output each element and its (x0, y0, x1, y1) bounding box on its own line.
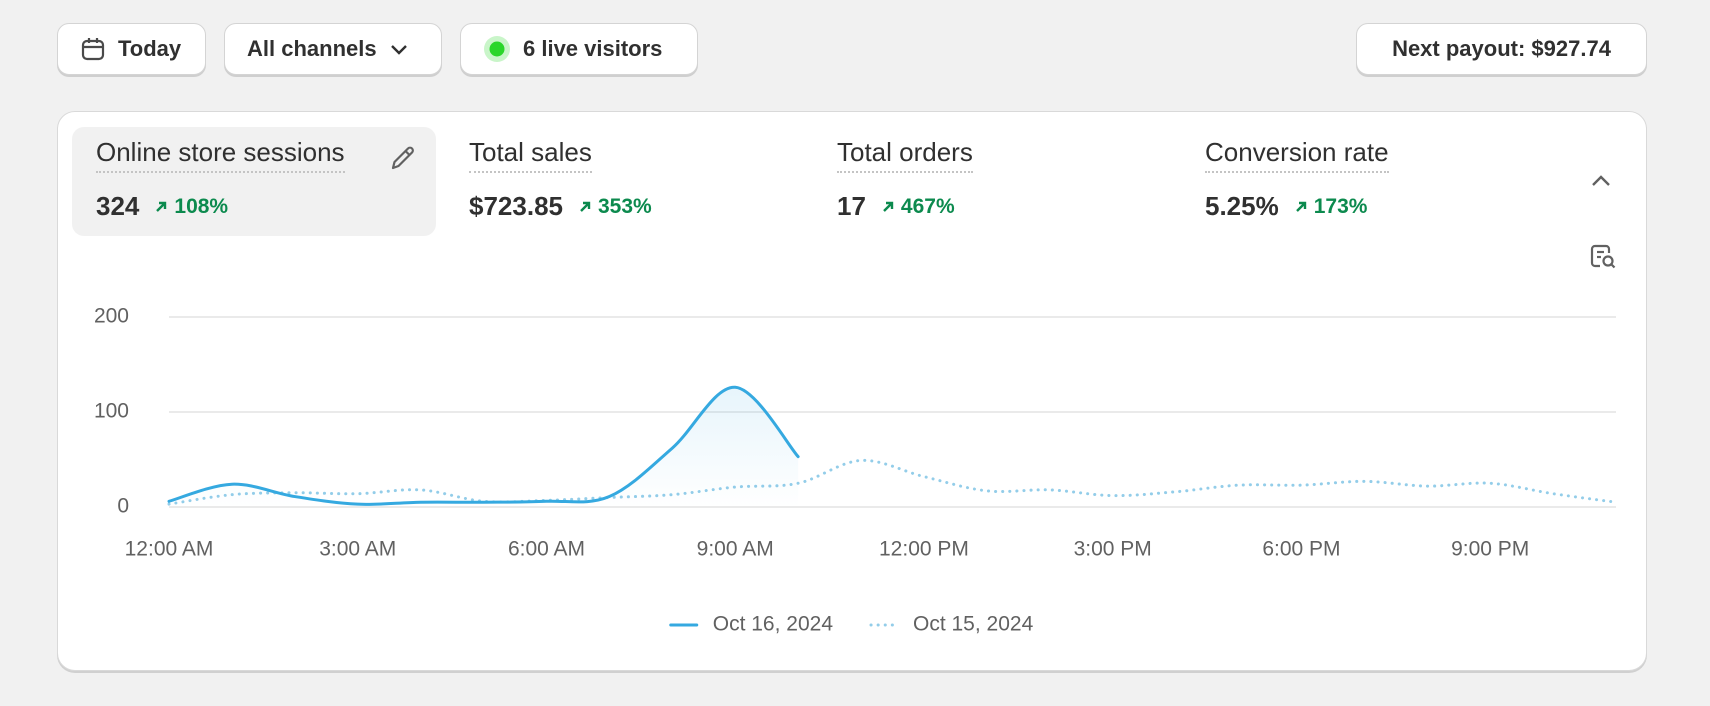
metric-tab[interactable] (72, 127, 436, 236)
metric-label: Online store sessions (96, 137, 345, 173)
metric-change-value: 353% (597, 194, 652, 218)
metric-change: 467% (880, 195, 955, 219)
up-arrow-icon (580, 201, 591, 212)
metric-value-row: 5.25% 173% (1205, 191, 1367, 222)
metric-label: Total sales (469, 137, 592, 173)
live-visitors-label: 6 live visitors (523, 36, 663, 61)
payout-label: Next payout: $927.74 (1392, 36, 1611, 61)
metric-label: Conversion rate (1205, 137, 1389, 173)
metric-value: 5.25% (1205, 191, 1279, 221)
live-visitors-button[interactable]: 6 live visitors (460, 23, 698, 75)
up-arrow-icon (883, 201, 894, 212)
series-line (167, 458, 1618, 506)
channel-button[interactable]: All channels (224, 23, 442, 75)
calendar-icon (81, 38, 105, 61)
edit-icon[interactable] (388, 143, 418, 173)
y-tick-label: 0 (117, 495, 129, 518)
x-tick-label: 12:00 PM (879, 538, 969, 561)
metric-value-row: 324 108% (96, 191, 228, 222)
live-dot (484, 36, 510, 62)
chart-search-icon[interactable] (1589, 243, 1617, 271)
collapse-icon[interactable] (1589, 170, 1613, 192)
metric-label: Total orders (837, 137, 973, 173)
up-arrow-icon (1295, 201, 1306, 212)
chevron-down (390, 45, 407, 55)
metric-value-row: 17 467% (837, 191, 955, 222)
metric-value: $723.85 (469, 191, 563, 221)
metric-value-row: $723.85 353% (469, 191, 652, 222)
metric-change-value: 173% (1313, 194, 1368, 218)
date-button[interactable]: Today (57, 23, 206, 75)
x-tick-label: 3:00 PM (1074, 538, 1152, 561)
series-line (167, 385, 800, 506)
metric-change-value: 108% (174, 194, 229, 218)
x-tick-label: 6:00 PM (1262, 538, 1340, 561)
metric-value: 17 (837, 191, 866, 221)
metric-change-value: 467% (900, 194, 955, 218)
x-tick-label: 9:00 AM (697, 538, 774, 561)
payout-button[interactable]: Next payout: $927.74 (1356, 23, 1647, 75)
x-tick-label: 12:00 AM (125, 538, 214, 561)
metric-change: 353% (577, 195, 652, 219)
legend-label: Oct 15, 2024 (913, 613, 1034, 636)
channel-label: All channels (247, 36, 377, 61)
metric-change: 173% (1293, 194, 1368, 219)
metric-value: 324 (96, 191, 140, 221)
y-tick-label: 100 (94, 400, 129, 423)
x-tick-label: 6:00 AM (508, 538, 585, 561)
x-tick-label: 9:00 PM (1451, 538, 1529, 561)
x-tick-label: 3:00 AM (319, 538, 396, 561)
y-tick-label: 200 (94, 305, 129, 328)
up-arrow-icon (156, 201, 167, 212)
date-label: Today (118, 36, 182, 61)
metric-change: 108% (153, 195, 228, 219)
legend-label: Oct 16, 2024 (713, 613, 834, 636)
